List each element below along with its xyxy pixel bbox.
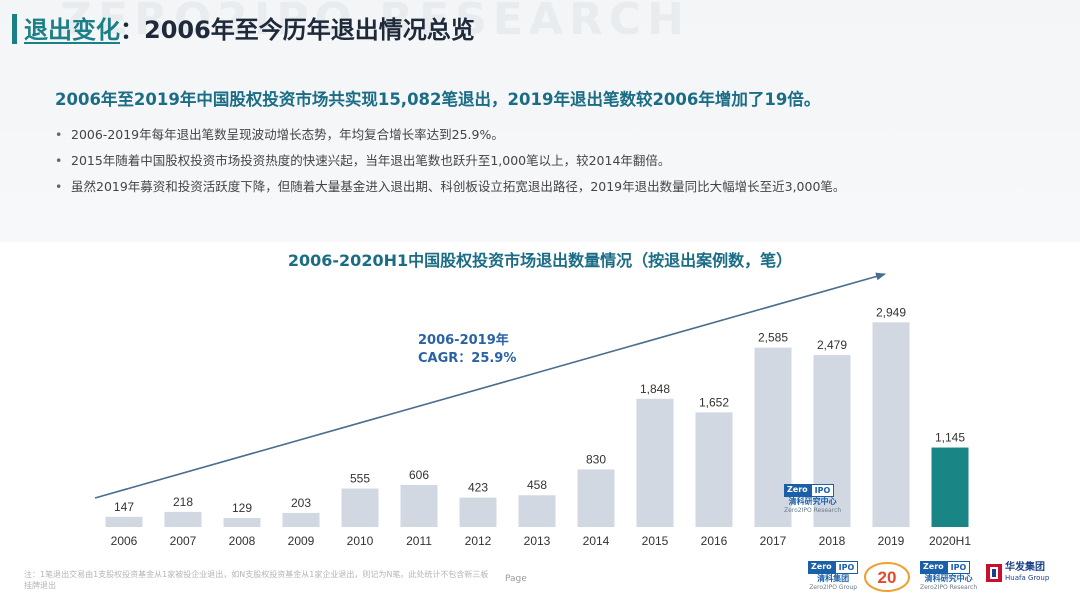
bar-2008: [223, 518, 261, 527]
x-tick-2006: 2006: [111, 534, 138, 548]
bar-2017: [754, 347, 792, 527]
value-label-2010: 555: [350, 471, 370, 485]
bullet-item: 2006-2019年每年退出笔数呈现波动增长态势，年均复合增长率达到25.9%。: [55, 122, 845, 148]
bullet-item: 2015年随着中国股权投资市场投资热度的快速兴起，当年退出笔数也跃升至1,000…: [55, 148, 845, 174]
value-label-2016: 1,652: [699, 395, 729, 409]
bar-2013: [518, 495, 556, 527]
x-tick-2011: 2011: [406, 534, 432, 548]
value-label-2018: 2,479: [817, 338, 847, 352]
research-logo-en: Zero2IPO Research: [920, 584, 978, 591]
brand-right: IPO: [834, 561, 859, 574]
x-tick-2016: 2016: [701, 534, 728, 548]
bar-2019: [872, 322, 910, 527]
value-label-2019: 2,949: [876, 305, 906, 319]
value-label-2007: 218: [173, 495, 193, 509]
x-tick-2013: 2013: [524, 534, 551, 548]
cagr-annotation: 2006-2019年 CAGR：25.9%: [418, 332, 516, 368]
bar-2006: [105, 516, 143, 527]
chart-watermark-logo: Zero IPO 清科研究中心 Zero2IPO Research: [784, 484, 841, 515]
value-label-2006: 147: [114, 500, 134, 514]
page-title: 退出变化：2006年至今历年退出情况总览: [24, 14, 475, 46]
brand-left: Zero: [784, 484, 811, 497]
brand-left: Zero: [808, 561, 835, 574]
chart-watermark-brand: Zero IPO: [784, 484, 841, 497]
chart-watermark-en: Zero2IPO Research: [784, 507, 842, 514]
value-label-2017: 2,585: [758, 331, 788, 345]
x-tick-2017: 2017: [760, 534, 787, 548]
x-tick-2014: 2014: [583, 534, 610, 548]
bar-2010: [341, 488, 379, 527]
x-tick-2019: 2019: [878, 534, 905, 548]
bar-2015: [636, 398, 674, 527]
value-label-2008: 129: [232, 501, 252, 515]
brand-right: IPO: [946, 561, 971, 574]
research-logo: Zero IPO 清科研究中心 Zero2IPO Research: [920, 561, 977, 592]
x-tick-2018: 2018: [819, 534, 846, 548]
cagr-line1: 2006-2019年: [418, 333, 509, 348]
value-label-2012: 423: [468, 481, 488, 495]
cagr-line2: CAGR：25.9%: [418, 351, 517, 366]
x-tick-2015: 2015: [642, 534, 669, 548]
bar-2007: [164, 511, 202, 527]
group-logo-cn: 清科集团: [817, 574, 850, 583]
huafa-en: Huafa Group: [1005, 574, 1050, 582]
page-title-accent: 退出变化: [24, 16, 120, 44]
bar-2018: [813, 354, 851, 527]
value-label-2013: 458: [527, 478, 547, 492]
group-logo-en: Zero2IPO Group: [809, 584, 858, 591]
x-tick-2008: 2008: [229, 534, 256, 548]
watermark-text: ZERO2IPO RESEARCH: [60, 0, 690, 45]
research-logo-cn: 清科研究中心: [924, 574, 973, 583]
bars-group: 147 2006 218 2007 129 2008 203 2009 555 2010 606 20…: [105, 305, 971, 548]
brand-left: Zero: [920, 561, 947, 574]
anniversary-logo: 20: [862, 560, 912, 598]
footnote: 注：1笔退出交易由1支股权投资基金从1家被投企业退出，如N支股权投资基金从1家企…: [24, 570, 489, 590]
x-tick-2020H1: 2020H1: [929, 534, 971, 548]
x-tick-2007: 2007: [170, 534, 197, 548]
bar-2020H1: [931, 447, 969, 527]
anniversary-icon: 20: [864, 562, 910, 592]
x-tick-2010: 2010: [347, 534, 374, 548]
value-label-2020H1: 1,145: [935, 431, 965, 445]
huafa-icon: [986, 563, 1002, 582]
title-accent-bar: [12, 14, 17, 44]
header-background: [0, 0, 1080, 242]
bar-2014: [577, 469, 615, 527]
page-title-rest: ：2006年至今历年退出情况总览: [120, 16, 475, 44]
group-logo-brand: Zero IPO: [808, 561, 859, 574]
x-tick-2012: 2012: [465, 534, 492, 548]
bar-2012: [459, 497, 497, 527]
trend-arrow: [94, 272, 886, 499]
anniversary-text: 20: [878, 568, 897, 587]
bullet-item: 虽然2019年募资和投资活跃度下降，但随着大量基金进入退出期、科创板设立拓宽退出…: [55, 174, 845, 200]
value-label-2014: 830: [586, 452, 606, 466]
research-logo-brand: Zero IPO: [920, 561, 977, 574]
bar-2011: [400, 484, 438, 527]
brand-right: IPO: [810, 484, 835, 497]
huafa-cn: 华发集团: [1005, 562, 1045, 573]
bar-2009: [282, 512, 320, 527]
group-logo: Zero IPO 清科集团 Zero2IPO Group: [808, 561, 859, 592]
value-label-2011: 606: [409, 468, 429, 482]
huafa-logo: 华发集团 Huafa Group: [986, 562, 1049, 583]
chart-watermark-cn: 清科研究中心: [788, 497, 837, 506]
headline: 2006年至2019年中国股权投资市场共实现15,082笔退出，2019年退出笔…: [55, 90, 821, 109]
chart-title: 2006-2020H1中国股权投资市场退出数量情况（按退出案例数，笔）: [287, 251, 793, 270]
bullet-list: 2006-2019年每年退出笔数呈现波动增长态势，年均复合增长率达到25.9%。…: [55, 122, 845, 200]
page-label: Page: [505, 574, 527, 584]
bar-2016: [695, 412, 733, 527]
x-tick-2009: 2009: [288, 534, 315, 548]
value-label-2015: 1,848: [640, 382, 670, 396]
value-label-2009: 203: [291, 496, 311, 510]
